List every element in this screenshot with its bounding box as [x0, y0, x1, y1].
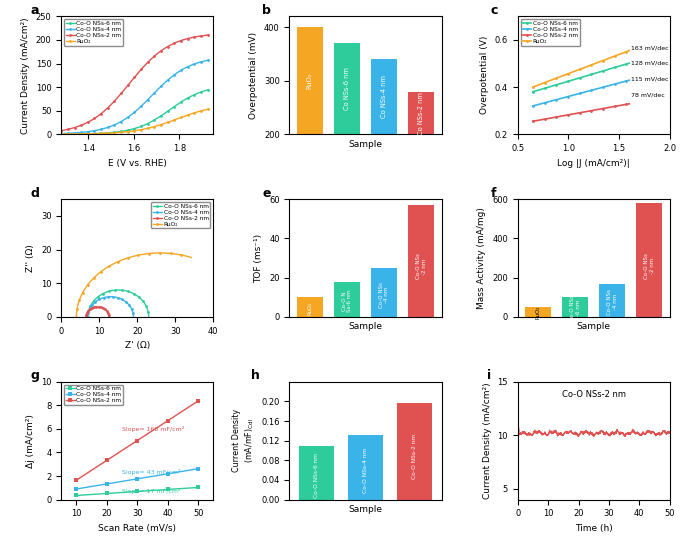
Text: e: e: [262, 187, 271, 200]
Text: h: h: [252, 370, 260, 382]
Legend: Co-O NSs-6 nm, Co-O NSs-4 nm, Co-O NSs-2 nm, RuO₂: Co-O NSs-6 nm, Co-O NSs-4 nm, Co-O NSs-2…: [521, 19, 579, 46]
Y-axis label: Z'' (Ω): Z'' (Ω): [27, 244, 35, 272]
Bar: [636, 203, 662, 317]
Bar: [297, 297, 323, 317]
Y-axis label: Δj (mA/cm²): Δj (mA/cm²): [27, 414, 35, 467]
Bar: [562, 297, 588, 317]
Text: Co-O NSs
-2 nm: Co-O NSs -2 nm: [644, 253, 655, 278]
Bar: [334, 282, 360, 317]
Text: RuO₂: RuO₂: [307, 301, 312, 314]
Text: 78 mV/dec: 78 mV/dec: [631, 92, 665, 98]
Y-axis label: Overpotential (mV): Overpotential (mV): [250, 32, 258, 119]
Y-axis label: Current Density
(mA/mF)$_\mathrm{Cdl}$: Current Density (mA/mF)$_\mathrm{Cdl}$: [233, 409, 256, 472]
X-axis label: Sample: Sample: [348, 323, 382, 331]
Text: Co-O NSs
-6 nm: Co-O NSs -6 nm: [570, 295, 581, 321]
Text: RuO₂: RuO₂: [536, 306, 541, 319]
Text: f: f: [490, 187, 496, 200]
X-axis label: Z' (Ω): Z' (Ω): [124, 341, 150, 350]
Text: b: b: [262, 4, 271, 17]
Text: i: i: [487, 370, 492, 382]
Text: Co-O NSs
-4 nm: Co-O NSs -4 nm: [607, 289, 617, 315]
Text: c: c: [490, 4, 498, 17]
Bar: [348, 435, 383, 500]
Bar: [371, 268, 397, 317]
Text: Co-O NSs-2 nm: Co-O NSs-2 nm: [412, 434, 417, 479]
Bar: [299, 446, 334, 500]
Text: 128 mV/dec: 128 mV/dec: [631, 61, 669, 66]
Legend: Co-O NSs-6 nm, Co-O NSs-4 nm, Co-O NSs-2 nm: Co-O NSs-6 nm, Co-O NSs-4 nm, Co-O NSs-2…: [64, 384, 123, 405]
Text: RuO₂: RuO₂: [307, 73, 313, 89]
Bar: [297, 27, 323, 241]
Text: g: g: [31, 370, 39, 382]
X-axis label: Sample: Sample: [577, 323, 611, 331]
Text: Co-O NSs-4 nm: Co-O NSs-4 nm: [363, 448, 368, 493]
Text: 115 mV/dec: 115 mV/dec: [631, 76, 668, 81]
Legend: Co-O NSs-6 nm, Co-O NSs-4 nm, Co-O NSs-2 nm, RuO₂: Co-O NSs-6 nm, Co-O NSs-4 nm, Co-O NSs-2…: [64, 19, 123, 46]
Bar: [599, 283, 626, 317]
Y-axis label: TOF (ms⁻¹): TOF (ms⁻¹): [254, 234, 264, 282]
Bar: [334, 43, 360, 241]
Text: 163 mV/dec: 163 mV/dec: [631, 45, 669, 50]
Text: Slope= 17 mF/cm²: Slope= 17 mF/cm²: [122, 488, 181, 494]
Text: d: d: [31, 187, 39, 200]
Text: Co-O NSs
-4 nm: Co-O NSs -4 nm: [379, 282, 390, 308]
Text: Co NSs-4 nm: Co NSs-4 nm: [381, 75, 387, 118]
X-axis label: Sample: Sample: [348, 140, 382, 149]
Bar: [408, 205, 434, 317]
Text: Co-O N
Ss-6 nm: Co-O N Ss-6 nm: [341, 290, 352, 312]
X-axis label: Log |J (mA/cm²)|: Log |J (mA/cm²)|: [558, 158, 630, 168]
Text: Co NSs-2 nm: Co NSs-2 nm: [418, 92, 424, 135]
Bar: [371, 59, 397, 241]
Text: Slope= 168 mF/cm²: Slope= 168 mF/cm²: [122, 426, 184, 432]
Y-axis label: Current Density (mA/cm²): Current Density (mA/cm²): [21, 17, 30, 134]
Bar: [408, 92, 434, 241]
X-axis label: Sample: Sample: [348, 505, 382, 514]
X-axis label: E (V vs. RHE): E (V vs. RHE): [108, 158, 167, 168]
Text: Co NSs-6 nm: Co NSs-6 nm: [344, 67, 350, 110]
Text: Co-O NSs
-2 nm: Co-O NSs -2 nm: [415, 253, 426, 280]
Legend: Co-O NSs-6 nm, Co-O NSs-4 nm, Co-O NSs-2 nm, RuO₂: Co-O NSs-6 nm, Co-O NSs-4 nm, Co-O NSs-2…: [152, 202, 210, 228]
Bar: [525, 307, 551, 317]
Y-axis label: Overpotential (V): Overpotential (V): [480, 36, 489, 115]
X-axis label: Time (h): Time (h): [575, 524, 613, 533]
Text: Co-O NSs-6 nm: Co-O NSs-6 nm: [314, 453, 319, 498]
Y-axis label: Current Density (mA/cm²): Current Density (mA/cm²): [483, 382, 492, 499]
X-axis label: Scan Rate (mV/s): Scan Rate (mV/s): [99, 524, 176, 533]
Text: Slope= 43 mF/cm²: Slope= 43 mF/cm²: [122, 468, 181, 474]
Text: a: a: [31, 4, 39, 17]
Bar: [397, 403, 432, 500]
Y-axis label: Mass Activity (mA/mg): Mass Activity (mA/mg): [477, 207, 486, 309]
Text: Co-O NSs-2 nm: Co-O NSs-2 nm: [562, 390, 626, 399]
